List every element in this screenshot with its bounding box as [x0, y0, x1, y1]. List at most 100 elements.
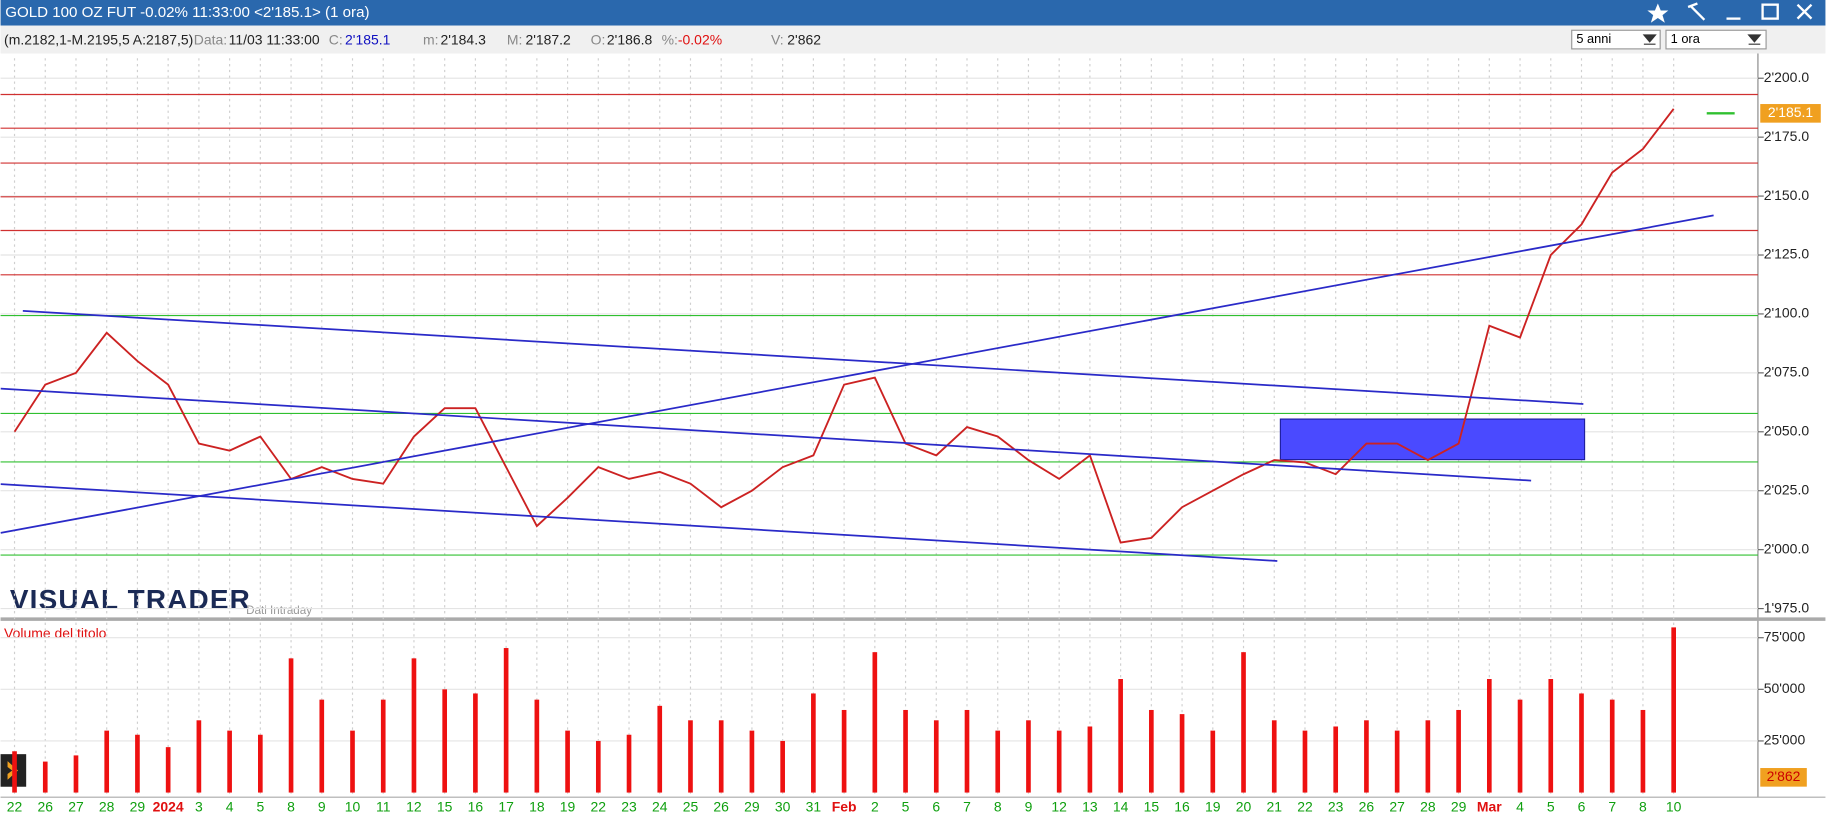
- volume-bar: [473, 693, 478, 793]
- volume-bar: [964, 709, 970, 793]
- x-tick-label: 20: [1236, 798, 1252, 814]
- x-tick-label: 2024: [153, 798, 184, 814]
- x-tick-label: 26: [1359, 798, 1375, 814]
- volume-bar: [503, 648, 509, 793]
- x-tick-label: Feb: [832, 798, 857, 814]
- interval-value: 1 ora: [1671, 31, 1701, 46]
- last-volume-label: 2'862: [1767, 768, 1801, 784]
- x-tick-label: 21: [1266, 798, 1282, 814]
- x-tick-label: 28: [1420, 798, 1436, 814]
- field-value: 2'186.8: [607, 31, 653, 47]
- title-bar: [0, 0, 1826, 26]
- last-price-tag: [1760, 104, 1821, 123]
- y-tick-label: 2'075.0: [1764, 364, 1810, 380]
- y-tick-label: 2'100.0: [1764, 305, 1810, 321]
- x-tick-label: 7: [963, 798, 971, 814]
- field-label: M:: [507, 31, 523, 47]
- pin-button[interactable]: [1687, 2, 1706, 21]
- field-value: -0.02%: [678, 31, 722, 47]
- volume-bar: [350, 730, 355, 793]
- interval-select[interactable]: [1665, 29, 1767, 50]
- favorite-button[interactable]: [1647, 3, 1669, 23]
- x-tick-label: 29: [130, 798, 146, 814]
- x-tick-label: 14: [1113, 798, 1129, 814]
- volume-bar: [1364, 720, 1369, 793]
- x-tick-label: 10: [345, 798, 361, 814]
- x-tick-label: 7: [1608, 798, 1616, 814]
- y-tick-label: 75'000: [1764, 628, 1806, 644]
- volume-bar: [841, 709, 847, 793]
- volume-bar: [1456, 709, 1461, 793]
- x-tick-label: 8: [1639, 798, 1647, 814]
- y-tick-label: 2'200.0: [1764, 69, 1810, 85]
- volume-bar: [258, 734, 263, 793]
- volume-bar: [42, 761, 48, 793]
- x-tick-label: 15: [437, 798, 453, 814]
- volume-bar: [380, 699, 386, 793]
- y-tick-label: 2'050.0: [1764, 422, 1810, 438]
- x-tick-label: 6: [932, 798, 940, 814]
- y-tick-label: 1'975.0: [1764, 599, 1810, 615]
- volume-title: Volume del titolo: [4, 625, 107, 641]
- y-tick-label: 2'025.0: [1764, 481, 1810, 497]
- volume-bar: [1026, 720, 1031, 793]
- x-tick-label: 19: [1205, 798, 1221, 814]
- x-tick-label: 12: [406, 798, 422, 814]
- dropdown-arrow: [1747, 34, 1762, 45]
- info-bar: [0, 25, 1826, 54]
- trendline: [0, 483, 1278, 562]
- volume-bar: [718, 720, 724, 793]
- volume-bar: [196, 720, 202, 793]
- x-tick-label: Mar: [1477, 798, 1502, 814]
- volume-bar: [903, 709, 908, 793]
- volume-bar: [1087, 726, 1093, 793]
- x-tick-label: 10: [1666, 798, 1682, 814]
- volume-bar: [288, 658, 294, 793]
- maximize-button[interactable]: [1761, 3, 1779, 20]
- window-controls[interactable]: [1647, 2, 1813, 23]
- volume-bar: [1486, 679, 1492, 793]
- info-fields: Data: 11/03 11:33:00 C: 2'185.1 m: 2'184.3 M: 2…: [194, 31, 821, 47]
- y-tick-label: 2'125.0: [1764, 246, 1810, 262]
- x-tick-label: 5: [902, 798, 910, 814]
- price-zone: [1279, 418, 1586, 461]
- volume-bar: [1118, 679, 1123, 793]
- close-button[interactable]: [1796, 3, 1813, 20]
- volume-bar: [749, 730, 755, 793]
- volume-bar: [135, 734, 140, 793]
- x-tick-label: 2: [871, 798, 879, 814]
- x-tick-label: 23: [1328, 798, 1344, 814]
- y-tick-label: 25'000: [1764, 732, 1806, 748]
- field-value: 2'185.1: [345, 31, 391, 47]
- volume-bar: [995, 730, 1001, 793]
- volume-bar: [1302, 730, 1308, 793]
- field-label: %:: [662, 31, 678, 47]
- x-tick-label: 8: [287, 798, 295, 814]
- volume-bar: [688, 720, 693, 793]
- trendline: [0, 387, 1532, 482]
- volume-bar: [1241, 652, 1246, 793]
- y-tick-label: 2'000.0: [1764, 540, 1810, 556]
- volume-bar: [442, 689, 448, 793]
- volume-bar: [657, 705, 663, 793]
- window-title: GOLD 100 OZ FUT -0.02% 11:33:00 <2'185.1…: [5, 4, 369, 21]
- x-tick-label: 9: [1025, 798, 1033, 814]
- volume-bar: [1548, 679, 1554, 793]
- y-tick-label: 2'150.0: [1764, 187, 1810, 203]
- x-tick-label: 11: [376, 798, 391, 814]
- x-tick-label: 4: [1516, 798, 1524, 814]
- volume-bar: [1333, 726, 1339, 793]
- x-tick-label: 26: [37, 798, 53, 814]
- volume-bar: [534, 699, 540, 793]
- y-tick-label: 50'000: [1764, 680, 1806, 696]
- trendline: [22, 310, 1584, 405]
- period-select[interactable]: [1571, 29, 1661, 50]
- volume-bar: [104, 730, 110, 793]
- x-tick-label: 30: [775, 798, 791, 814]
- x-tick-label: 27: [68, 798, 84, 814]
- last-price-label: 2'185.1: [1768, 104, 1814, 120]
- x-tick-label: 27: [1389, 798, 1405, 814]
- volume-bar: [1671, 627, 1676, 793]
- volume-bar: [1579, 693, 1584, 793]
